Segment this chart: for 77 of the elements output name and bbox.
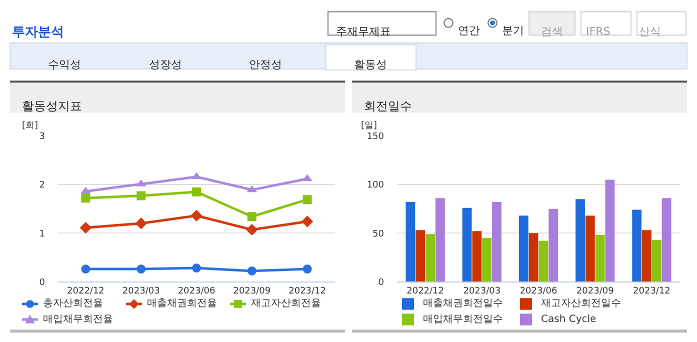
text: IFRS	[586, 25, 610, 38]
x-tick-label: 2023/09	[576, 286, 614, 296]
text: 수익성	[48, 58, 81, 71]
legend-label: 매출채권회전일수	[423, 298, 503, 309]
y-tick-label: 0	[378, 278, 384, 288]
point	[80, 186, 91, 194]
x-tick-label: 2023/03	[122, 286, 160, 296]
text: 성장성	[149, 58, 182, 71]
point	[192, 187, 201, 196]
bar	[528, 233, 538, 282]
text: 주재무제표	[336, 25, 391, 38]
legend-label: 매입채무회전율	[43, 314, 113, 325]
point	[80, 222, 92, 234]
text: 투자분석	[12, 25, 64, 40]
bar	[518, 216, 528, 282]
point	[246, 224, 258, 236]
x-tick-label: 2023/09	[233, 286, 271, 296]
x-tick-label: 2022/12	[67, 286, 104, 296]
bar	[482, 238, 492, 282]
bar	[642, 230, 652, 282]
bar	[585, 216, 595, 282]
bar	[426, 234, 435, 282]
point	[136, 264, 146, 274]
y-tick-label: 3	[39, 132, 45, 142]
text: 산식	[639, 25, 661, 38]
x-tick-label: 2023/03	[463, 286, 501, 296]
text: 연간	[458, 24, 480, 37]
chart-title: 활동성지표	[22, 99, 82, 113]
point	[81, 264, 90, 274]
legend-label: 재고자산회전율	[251, 298, 321, 309]
text: 활동성	[354, 58, 387, 71]
point	[81, 194, 90, 203]
bar	[462, 208, 472, 282]
y-tick-label: 2	[39, 180, 45, 191]
bar	[652, 240, 662, 282]
point	[247, 212, 256, 222]
point	[192, 264, 201, 273]
text: 안정성	[249, 58, 282, 71]
bar	[492, 202, 502, 282]
y-axis-title: [회]	[22, 121, 38, 131]
point	[301, 216, 314, 228]
x-tick-label: 2023/12	[633, 286, 670, 296]
legend-label: 재고자산회전일수	[541, 298, 621, 309]
x-tick-label: 2022/12	[406, 286, 444, 296]
y-tick-label: 50	[372, 229, 384, 240]
x-tick-label: 2023/06	[178, 286, 216, 296]
bar	[662, 198, 672, 282]
y-tick-label: 1	[39, 229, 45, 240]
bar	[632, 210, 642, 282]
bar	[435, 198, 445, 282]
legend-label: 총자산회전율	[43, 298, 103, 309]
bar	[595, 235, 605, 282]
bar	[472, 231, 482, 282]
y-tick-label: 150	[366, 132, 384, 142]
y-tick-label: 100	[366, 180, 384, 191]
y-axis-title: [일]	[361, 121, 378, 131]
x-tick-label: 2023/12	[288, 286, 326, 296]
text: 검색	[541, 25, 563, 38]
bar	[605, 180, 615, 282]
point	[302, 264, 312, 274]
bar	[538, 240, 548, 282]
x-tick-label: 2023/06	[520, 286, 558, 296]
bar	[576, 199, 585, 282]
chart-title: 회전일수	[364, 99, 412, 113]
point	[190, 210, 202, 222]
text: 분기	[502, 24, 524, 37]
legend-label: Cash Cycle	[541, 314, 596, 325]
bar	[416, 230, 426, 282]
bar	[406, 202, 416, 282]
bar	[548, 208, 558, 282]
legend-label: 매입채무회전일수	[423, 314, 503, 325]
point	[136, 191, 146, 200]
point	[247, 266, 256, 276]
legend-label: 매출채권회전율	[147, 298, 217, 309]
y-tick-label: 0	[39, 278, 46, 288]
point	[302, 195, 312, 204]
point	[135, 218, 147, 230]
